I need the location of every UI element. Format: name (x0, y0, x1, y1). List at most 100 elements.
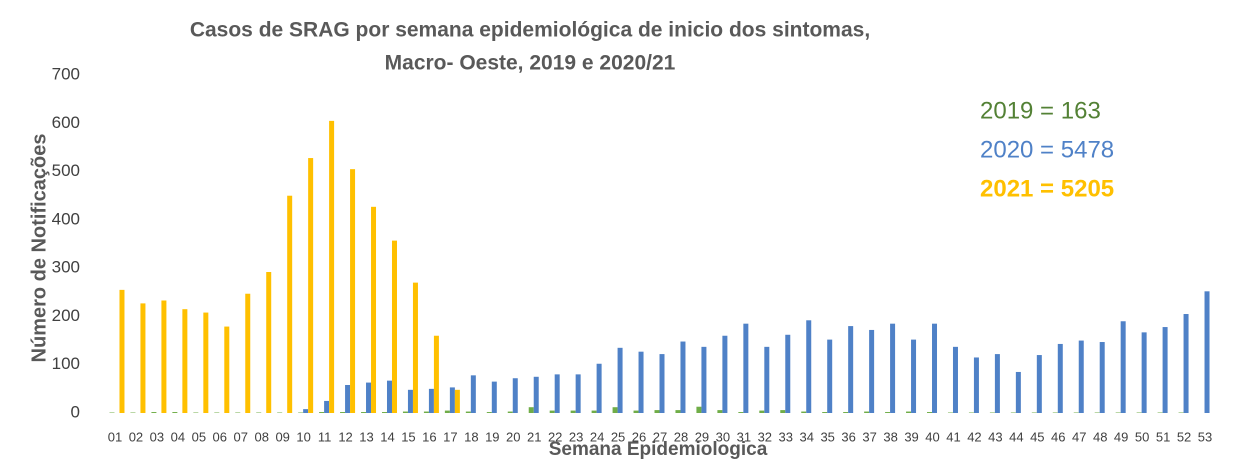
bar (806, 320, 812, 413)
bar (827, 339, 833, 413)
bar (612, 407, 618, 413)
chart-title: Casos de SRAG por semana epidemiológica … (190, 19, 870, 42)
bar (927, 412, 933, 413)
bar (848, 326, 854, 413)
x-tick-label: 37 (862, 429, 876, 444)
bar (722, 335, 728, 413)
bar (470, 375, 476, 413)
x-tick-label: 21 (527, 429, 541, 444)
x-tick-label: 27 (653, 429, 667, 444)
y-tick-label: 300 (52, 258, 80, 277)
bar (906, 411, 912, 413)
bar (596, 363, 602, 413)
x-tick-label: 50 (1135, 429, 1149, 444)
y-tick-label: 500 (52, 161, 80, 180)
bar (591, 410, 597, 413)
x-tick-label: 11 (318, 429, 332, 444)
bar (659, 354, 665, 413)
bar (507, 411, 513, 413)
x-tick-label: 01 (108, 429, 122, 444)
bar (402, 411, 408, 413)
bar (717, 410, 723, 413)
bar (952, 346, 958, 413)
bar (675, 410, 681, 413)
x-tick-label: 35 (820, 429, 834, 444)
bar (329, 120, 335, 413)
bar (449, 387, 455, 413)
x-tick-label: 08 (254, 429, 268, 444)
x-tick-label: 34 (800, 429, 814, 444)
x-tick-label: 16 (422, 429, 436, 444)
bar (407, 389, 413, 413)
x-tick-label: 38 (883, 429, 897, 444)
bar (381, 412, 387, 413)
x-tick-label: 48 (1093, 429, 1107, 444)
bar (764, 346, 770, 413)
bar (444, 410, 450, 413)
bar (303, 409, 309, 413)
bar (864, 411, 870, 413)
bar (324, 400, 330, 413)
x-tick-label: 15 (401, 429, 415, 444)
x-tick-label: 45 (1030, 429, 1044, 444)
x-tick-label: 52 (1177, 429, 1191, 444)
y-tick-label: 600 (52, 113, 80, 132)
bar (575, 374, 581, 413)
x-tick-label: 04 (171, 429, 185, 444)
bar (151, 412, 157, 413)
bar (140, 303, 146, 413)
x-tick-label: 31 (737, 429, 751, 444)
bar (172, 412, 178, 413)
x-tick-label: 06 (213, 429, 227, 444)
x-tick-label: 12 (338, 429, 352, 444)
x-tick-label: 46 (1051, 429, 1065, 444)
x-tick-label: 20 (506, 429, 520, 444)
bar (371, 206, 377, 413)
bar (1078, 340, 1084, 413)
bar (119, 289, 125, 413)
y-tick-label: 200 (52, 306, 80, 325)
x-tick-label: 33 (779, 429, 793, 444)
x-tick-label: 36 (841, 429, 855, 444)
bar (512, 378, 518, 413)
bar (1120, 321, 1126, 413)
bar (491, 381, 497, 413)
bar (654, 410, 660, 413)
bar (994, 354, 1000, 413)
annotation: 2021 = 5205 (980, 175, 1114, 202)
x-tick-label: 41 (946, 429, 960, 444)
x-tick-label: 29 (695, 429, 709, 444)
x-tick-label: 49 (1114, 429, 1128, 444)
bar (696, 406, 702, 413)
bar (533, 376, 539, 413)
bar (1141, 332, 1147, 413)
bar (570, 410, 576, 413)
bar (386, 380, 392, 413)
bar (780, 410, 786, 413)
bar (350, 169, 356, 413)
x-tick-label: 18 (464, 429, 478, 444)
bar (345, 384, 351, 413)
x-tick-label: 10 (296, 429, 310, 444)
bar (391, 240, 397, 413)
annotation: 2020 = 5478 (980, 136, 1114, 163)
bar (785, 334, 791, 413)
bar (340, 412, 346, 413)
x-tick-label: 26 (632, 429, 646, 444)
x-axis-title: Semana Epidemiologica (549, 439, 768, 460)
x-tick-label: 25 (611, 429, 625, 444)
x-tick-label: 13 (359, 429, 373, 444)
bar (1162, 327, 1168, 413)
y-tick-label: 700 (52, 64, 80, 83)
x-tick-label: 42 (967, 429, 981, 444)
x-tick-label: 40 (925, 429, 939, 444)
bar (885, 412, 891, 413)
bar (822, 412, 828, 413)
bar (890, 323, 896, 413)
x-tick-label: 02 (129, 429, 143, 444)
bar (869, 329, 875, 413)
bar (287, 195, 293, 413)
annotation: 2019 = 163 (980, 97, 1101, 124)
